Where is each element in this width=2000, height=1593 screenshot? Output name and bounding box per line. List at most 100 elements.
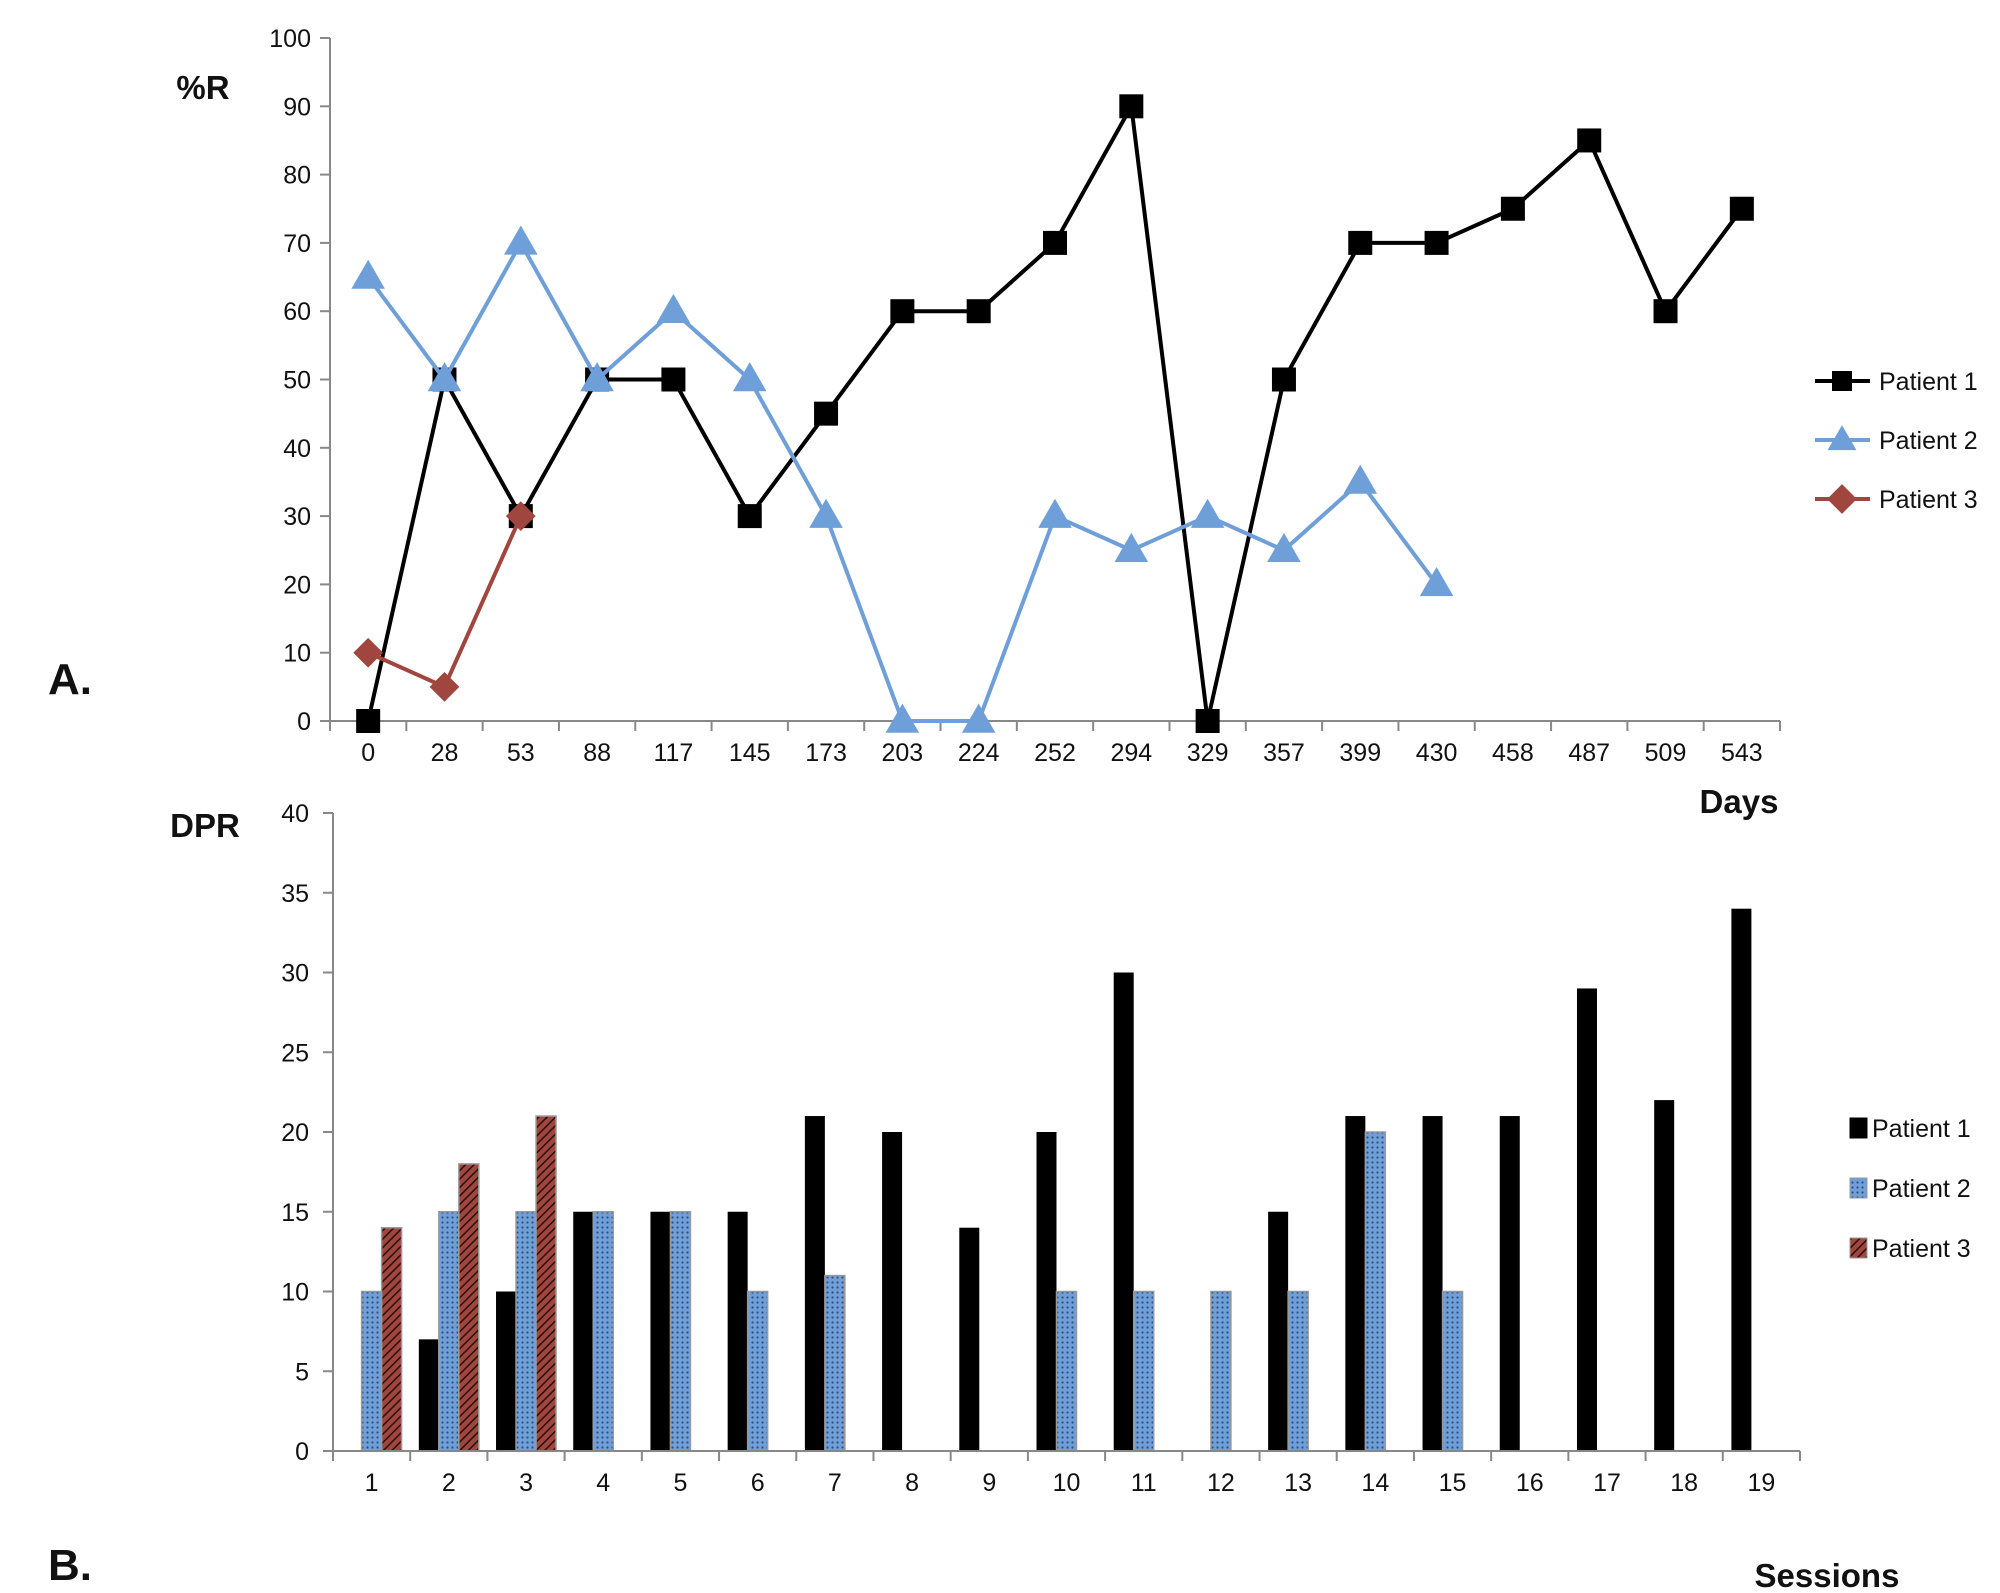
chart-a-xtick-label: 28 bbox=[431, 739, 459, 767]
chart-b-ytick-label: 10 bbox=[281, 1279, 309, 1307]
chart-a-series-line-patient-1 bbox=[366, 99, 1744, 722]
chart-a-point-patient-1 bbox=[1195, 709, 1220, 733]
chart-b-bar-patient-1 bbox=[1036, 1132, 1057, 1451]
chart-b-bar-patient-1 bbox=[1499, 1116, 1520, 1451]
chart-b-bar-patient-3 bbox=[535, 1115, 557, 1452]
chart-a-ytick-label: 0 bbox=[297, 708, 311, 736]
chart-a-point-patient-2 bbox=[351, 259, 385, 289]
chart-b-bar-patient-2 bbox=[360, 1290, 383, 1452]
chart-b-xlabel: Sessions bbox=[1755, 1557, 1900, 1593]
chart-b-xtick-label: 11 bbox=[1131, 1469, 1157, 1497]
chart-b-bar-patient-3 bbox=[458, 1163, 480, 1452]
chart-a-point-patient-1 bbox=[1043, 230, 1067, 255]
chart-b-xtick-label: 4 bbox=[596, 1469, 610, 1497]
chart-a-xtick-label: 294 bbox=[1110, 739, 1152, 767]
panel-label-b: B. bbox=[48, 1541, 92, 1590]
chart-a-ytick-label: 30 bbox=[283, 503, 311, 531]
chart-a-point-patient-3 bbox=[429, 671, 460, 702]
chart-a-point-patient-1 bbox=[814, 401, 839, 426]
chart-b-ytick-label: 5 bbox=[295, 1358, 309, 1386]
chart-b-bar-patient-2 bbox=[1055, 1290, 1078, 1452]
chart-a-xtick-label: 145 bbox=[729, 739, 771, 767]
chart-a-ytick-label: 100 bbox=[269, 25, 311, 53]
chart-b-bar-patient-1 bbox=[882, 1132, 903, 1451]
chart-a-xtick-label: 543 bbox=[1721, 739, 1763, 767]
chart-a-xtick-label: 329 bbox=[1187, 739, 1229, 767]
chart-b-bar-patient-2 bbox=[1441, 1290, 1464, 1452]
chart-b-ytick-label: 35 bbox=[281, 880, 309, 908]
chart-b-legend-swatch bbox=[1849, 1237, 1868, 1259]
chart-b-ytick-label: 40 bbox=[281, 800, 309, 828]
chart-b-bar-patient-2 bbox=[1364, 1131, 1387, 1452]
chart-a-point-patient-3 bbox=[505, 501, 536, 531]
chart-a-point-patient-2 bbox=[1267, 532, 1301, 563]
chart-a-point-patient-2 bbox=[885, 703, 920, 733]
panel-label-a: A. bbox=[48, 655, 92, 704]
chart-b-bar-patient-1 bbox=[1345, 1116, 1366, 1451]
chart-a-series-line-patient-3 bbox=[367, 515, 523, 690]
chart-a-ytick-label: 90 bbox=[283, 93, 311, 121]
chart-a-point-patient-2 bbox=[961, 703, 996, 733]
chart-a-xtick-label: 458 bbox=[1492, 739, 1534, 767]
chart-b-legend-label: Patient 3 bbox=[1872, 1235, 1971, 1263]
chart-a-point-patient-1 bbox=[356, 709, 381, 733]
chart-b-bar-patient-1 bbox=[418, 1339, 439, 1451]
chart-a-point-patient-2 bbox=[503, 225, 538, 255]
chart-a-point-patient-2 bbox=[427, 362, 462, 392]
chart-b-xtick-label: 6 bbox=[751, 1469, 765, 1497]
chart-a-ytick-label: 60 bbox=[283, 298, 311, 326]
chart-b-bar-patient-1 bbox=[959, 1227, 980, 1451]
chart-a-point-patient-1 bbox=[1500, 196, 1525, 221]
chart-b-bar-patient-2 bbox=[669, 1211, 692, 1452]
chart-b-ytick-label: 30 bbox=[281, 960, 309, 988]
chart-b-xtick-label: 3 bbox=[519, 1469, 533, 1497]
chart-b-xtick-label: 15 bbox=[1439, 1469, 1467, 1497]
chart-b-ytick-label: 15 bbox=[281, 1199, 309, 1227]
chart-a-xtick-label: 0 bbox=[361, 739, 375, 767]
chart-b-bar-patient-2 bbox=[1210, 1290, 1232, 1452]
chart-a-point-patient-1 bbox=[1271, 367, 1296, 392]
chart-b-xtick-label: 17 bbox=[1593, 1469, 1621, 1497]
chart-b-xtick-label: 1 bbox=[365, 1469, 379, 1497]
chart-b-ytick-label: 20 bbox=[281, 1119, 309, 1147]
chart-a-point-patient-2 bbox=[1190, 498, 1225, 528]
chart-a-xtick-label: 88 bbox=[583, 739, 611, 767]
chart-b-bar-patient-2 bbox=[824, 1274, 846, 1452]
chart-b-xtick-label: 5 bbox=[673, 1469, 687, 1497]
chart-b-xtick-label: 7 bbox=[828, 1469, 842, 1497]
chart-a-point-patient-2 bbox=[1419, 567, 1454, 597]
chart-b-xtick-label: 19 bbox=[1747, 1469, 1775, 1497]
chart-a-ytick-label: 40 bbox=[283, 435, 311, 463]
chart-b-legend-label: Patient 2 bbox=[1872, 1175, 1971, 1203]
chart-a-point-patient-3 bbox=[353, 637, 384, 668]
chart-b-legend-swatch bbox=[1849, 1117, 1868, 1139]
chart-b-xtick-label: 16 bbox=[1516, 1469, 1544, 1497]
chart-b-xtick-label: 10 bbox=[1053, 1469, 1081, 1497]
chart-b-legend-label: Patient 1 bbox=[1872, 1115, 1971, 1143]
chart-a-point-patient-2 bbox=[656, 293, 691, 323]
chart-a-point-patient-1 bbox=[1729, 196, 1754, 221]
chart-a-ytick-label: 50 bbox=[283, 367, 311, 395]
chart-b-bar-patient-1 bbox=[1576, 988, 1597, 1451]
chart-b-bar-patient-2 bbox=[438, 1211, 460, 1452]
chart-b-bar-patient-1 bbox=[1268, 1211, 1289, 1451]
chart-a-xtick-label: 357 bbox=[1263, 739, 1305, 767]
chart-a-legend-label: Patient 3 bbox=[1879, 486, 1978, 514]
chart-a-xtick-label: 117 bbox=[653, 739, 693, 767]
chart-b-xtick-label: 13 bbox=[1284, 1469, 1312, 1497]
chart-a-point-patient-1 bbox=[737, 504, 762, 529]
chart-b-xtick-label: 2 bbox=[442, 1469, 456, 1497]
chart-b-bar-patient-3 bbox=[380, 1226, 403, 1452]
chart-a-point-patient-1 bbox=[1424, 230, 1449, 255]
chart-b-bar-patient-1 bbox=[1422, 1116, 1443, 1451]
chart-a-xtick-label: 53 bbox=[507, 739, 535, 767]
chart-a-ytick-label: 70 bbox=[283, 230, 311, 258]
chart-a-point-patient-2 bbox=[580, 362, 614, 392]
chart-a-legend-marker bbox=[1832, 371, 1852, 391]
chart-a-xtick-label: 203 bbox=[882, 739, 924, 767]
chart-b-bar-patient-1 bbox=[804, 1116, 825, 1451]
chart-a-ytick-label: 80 bbox=[283, 162, 311, 190]
chart-b-bar-patient-2 bbox=[1132, 1290, 1155, 1452]
chart-a-point-patient-2 bbox=[1038, 498, 1072, 528]
chart-a-xtick-label: 509 bbox=[1645, 739, 1687, 767]
